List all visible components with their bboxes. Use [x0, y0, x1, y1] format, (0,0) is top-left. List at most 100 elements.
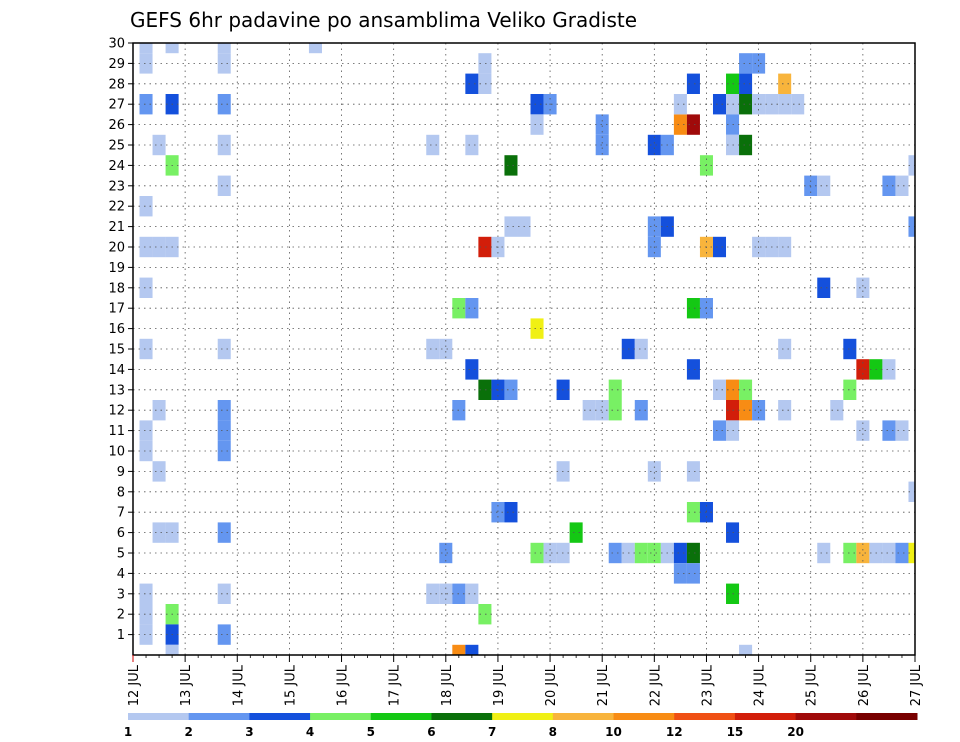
heat-cell	[152, 134, 166, 156]
x-tick-label: 24 JUL	[753, 664, 768, 706]
heat-cell	[739, 379, 753, 400]
colorbar-tick-label: 20	[787, 725, 804, 739]
y-tick-label: 18	[108, 281, 125, 296]
heat-cell	[569, 522, 583, 543]
x-tick-label: 20 JUL	[544, 664, 559, 706]
heat-cell	[530, 94, 544, 115]
heat-cell	[217, 94, 231, 115]
heat-cell	[843, 338, 857, 360]
x-tick-label: 27 JUL	[909, 664, 924, 706]
heat-cell	[895, 420, 909, 441]
heat-cell	[817, 542, 831, 564]
grid-layer	[133, 43, 915, 655]
heat-cell	[478, 53, 492, 74]
y-tick-label: 21	[108, 220, 125, 235]
heat-cell	[843, 542, 857, 564]
heat-cell	[139, 53, 153, 74]
colorbar-segment	[188, 713, 250, 720]
heat-cell	[686, 502, 700, 523]
heat-cell	[217, 175, 231, 196]
heat-cell	[856, 359, 870, 380]
heat-cell	[465, 644, 479, 655]
heat-cell	[778, 236, 792, 258]
y-tick-label: 5	[117, 547, 125, 562]
colorbar-segment	[674, 713, 736, 720]
heat-cell	[908, 542, 915, 564]
heat-cell	[139, 583, 153, 604]
heat-cell	[595, 400, 609, 421]
heat-cell	[439, 542, 453, 564]
heat-cell	[791, 94, 805, 115]
heat-cell	[608, 379, 622, 400]
x-tick-label: 25 JUL	[805, 664, 820, 706]
y-tick-label: 1	[117, 628, 125, 643]
heat-cell	[739, 644, 753, 655]
heat-cell	[882, 359, 896, 380]
y-tick-label: 12	[108, 404, 125, 419]
heat-cell	[491, 502, 505, 523]
heat-cell	[856, 420, 870, 441]
heat-cell	[686, 563, 700, 584]
heat-cell	[647, 461, 661, 482]
x-tick-label: 19 JUL	[492, 664, 507, 706]
heat-cell	[530, 114, 544, 135]
heat-cell	[139, 624, 153, 645]
colorbar-tick-label: 6	[427, 725, 435, 739]
heat-cell	[739, 73, 753, 94]
heat-cell	[778, 338, 792, 360]
heat-cell	[530, 318, 544, 339]
heat-cell	[673, 114, 687, 135]
y-axis: 1234567891011121314151617181920212223242…	[108, 37, 133, 643]
heat-cell	[686, 298, 700, 319]
heat-cell	[217, 338, 231, 360]
heat-cell	[686, 542, 700, 564]
heat-cell	[686, 359, 700, 380]
heat-cell	[830, 400, 844, 421]
heat-cell	[530, 542, 544, 564]
y-tick-label: 29	[108, 57, 125, 72]
heat-cell	[217, 583, 231, 604]
heat-cell	[647, 542, 661, 564]
heat-cell	[217, 420, 231, 441]
heat-cell	[608, 542, 622, 564]
chart-title: GEFS 6hr padavine po ansamblima Veliko G…	[130, 8, 637, 32]
x-tick-label: 21 JUL	[596, 664, 611, 706]
y-tick-label: 9	[117, 465, 125, 480]
heat-cell	[752, 53, 766, 74]
heat-cell	[478, 73, 492, 94]
heat-cell	[152, 522, 166, 543]
heat-cell	[139, 420, 153, 441]
colorbar-segment	[370, 713, 432, 720]
heat-cell	[712, 379, 727, 400]
heat-cell	[817, 175, 831, 196]
heat-cell	[882, 420, 896, 441]
heat-cell	[895, 542, 909, 564]
colorbar-segment	[795, 713, 857, 720]
colorbar-segment	[734, 713, 797, 720]
y-tick-label: 27	[108, 98, 125, 113]
colorbar-tick-label: 2	[185, 725, 193, 739]
heat-cell	[426, 338, 440, 360]
heat-cell	[139, 338, 153, 360]
heat-cell	[778, 400, 792, 421]
heat-cell	[686, 114, 700, 135]
heat-cell	[856, 542, 870, 564]
y-tick-label: 23	[108, 179, 125, 194]
heat-cell	[139, 94, 153, 115]
x-axis: 12 JUL 13 JUL 14 JUL 15 JUL 16 JUL 17 JUL 18 J…	[127, 655, 924, 706]
heat-cell	[712, 420, 727, 441]
y-tick-label: 6	[117, 526, 125, 541]
heat-cell	[139, 440, 153, 462]
heat-cell	[673, 563, 687, 584]
heat-cell	[817, 277, 831, 298]
heat-cell	[595, 134, 609, 156]
colorbar-tick-label: 12	[666, 725, 683, 739]
heat-cell	[673, 542, 687, 564]
colorbar: 1 2 3 4 5 6 7 8 10 12 15 20	[124, 713, 918, 739]
heat-cell	[908, 155, 915, 176]
colorbar-tick-label: 4	[306, 725, 314, 739]
y-tick-label: 4	[117, 567, 125, 582]
y-tick-label: 20	[108, 241, 125, 256]
heat-cell	[608, 400, 622, 421]
y-tick-label: 13	[108, 383, 125, 398]
